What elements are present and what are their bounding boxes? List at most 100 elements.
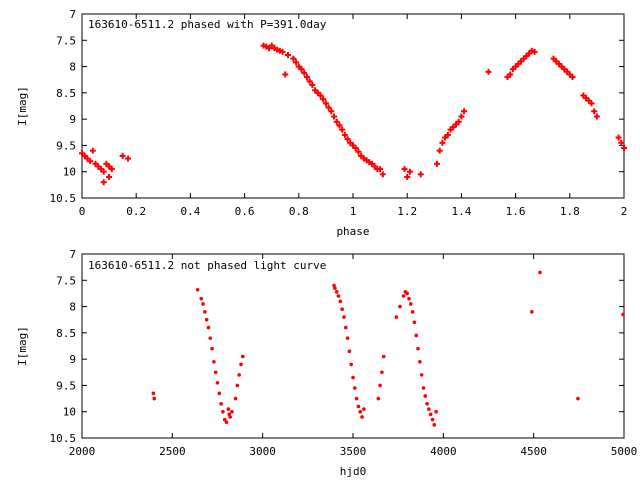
- data-point: [89, 147, 96, 154]
- data-point: [228, 415, 232, 419]
- data-point: [240, 354, 245, 359]
- phased-light-curve-panel: 163610-6511.2 phased with P=391.0day pha…: [16, 8, 627, 238]
- data-point: [213, 370, 218, 375]
- data-point: [432, 423, 437, 427]
- data-point: [204, 317, 209, 322]
- data-point: [284, 52, 291, 59]
- data-point: [615, 134, 622, 141]
- y-tick-label: 7.5: [56, 274, 76, 287]
- unphased-light-curve-panel: 163610-6511.2 not phased light curve hjd…: [16, 248, 637, 478]
- data-point: [152, 396, 157, 401]
- data-point: [418, 359, 422, 364]
- data-point: [215, 381, 220, 385]
- data-point: [340, 307, 344, 312]
- data-point: [377, 166, 384, 173]
- data-point: [434, 160, 441, 167]
- data-point: [436, 147, 443, 154]
- data-point: [593, 113, 600, 120]
- data-point: [355, 148, 362, 155]
- data-point: [345, 336, 350, 340]
- x-tick-label: 5000: [611, 445, 638, 458]
- data-point: [320, 96, 327, 103]
- data-point: [222, 417, 227, 422]
- data-point: [412, 320, 417, 325]
- data-point: [87, 158, 94, 165]
- data-point: [352, 145, 359, 152]
- data-point: [344, 136, 351, 143]
- x-tick-label: 0.6: [235, 205, 255, 218]
- data-point: [423, 394, 428, 398]
- data-point: [226, 407, 231, 411]
- x-axis-label: phase: [336, 225, 369, 238]
- data-point: [430, 417, 435, 422]
- data-point: [333, 118, 340, 125]
- data-point: [362, 407, 366, 411]
- data-point: [119, 152, 126, 159]
- data-point: [293, 59, 300, 66]
- data-point: [538, 270, 542, 275]
- x-tick-label: 4000: [430, 445, 457, 458]
- x-tick-label: 1.4: [451, 205, 471, 218]
- data-point: [217, 391, 222, 396]
- y-tick-label: 10: [63, 406, 76, 419]
- data-point: [298, 66, 305, 73]
- data-point: [230, 409, 234, 414]
- data-point: [410, 310, 415, 314]
- x-tick-label: 0.2: [126, 205, 146, 218]
- data-point: [233, 396, 238, 401]
- data-point: [394, 315, 399, 319]
- y-tick-label: 8: [69, 301, 76, 314]
- y-tick-label: 7: [69, 248, 76, 261]
- data-point: [354, 396, 359, 401]
- data-point: [530, 310, 534, 314]
- data-point: [210, 346, 214, 351]
- data-point: [334, 290, 339, 294]
- data-point: [290, 55, 297, 62]
- data-point: [398, 304, 402, 309]
- data-point: [414, 333, 419, 338]
- plot-frame: [81, 253, 625, 439]
- data-point: [237, 373, 241, 377]
- data-point: [427, 407, 431, 411]
- data-point: [224, 420, 229, 425]
- y-tick-label: 7.5: [56, 34, 76, 47]
- data-point: [301, 69, 308, 76]
- data-point: [407, 296, 411, 301]
- data-point: [381, 354, 386, 359]
- chart-title: 163610-6511.2 phased with P=391.0day: [88, 18, 327, 31]
- data-point: [151, 391, 156, 396]
- y-tick-label: 7: [69, 8, 76, 21]
- data-point: [339, 126, 346, 133]
- data-point: [379, 171, 386, 178]
- x-tick-label: 2500: [159, 445, 186, 458]
- data-point: [317, 92, 324, 99]
- x-tick-label: 3500: [340, 445, 367, 458]
- y-tick-label: 9: [69, 353, 76, 366]
- data-point: [212, 359, 216, 364]
- data-point: [353, 386, 357, 390]
- x-axis-label: hjd0: [340, 465, 367, 478]
- data-point: [421, 386, 426, 390]
- data-point: [416, 346, 420, 351]
- data-points: [79, 42, 627, 186]
- y-tick-label: 8: [69, 61, 76, 74]
- data-point: [201, 302, 205, 306]
- data-point: [428, 412, 433, 417]
- data-point: [455, 118, 462, 125]
- data-point: [239, 362, 243, 367]
- data-point: [206, 325, 211, 330]
- data-point: [380, 370, 384, 375]
- data-point: [347, 349, 352, 354]
- y-tick-label: 10: [63, 166, 76, 179]
- data-point: [358, 409, 363, 414]
- data-point: [195, 287, 200, 292]
- data-point: [303, 74, 310, 81]
- data-point: [338, 299, 343, 304]
- data-point: [417, 171, 424, 178]
- data-point: [219, 402, 223, 406]
- data-point: [125, 155, 132, 162]
- axis-ticks: 2000 2500 3000 3500 4000 4500 5000 7 7.5 8 8.5 9 9.5…: [50, 248, 638, 458]
- data-point: [282, 71, 289, 78]
- data-point: [325, 104, 332, 111]
- x-tick-label: 2: [621, 205, 628, 218]
